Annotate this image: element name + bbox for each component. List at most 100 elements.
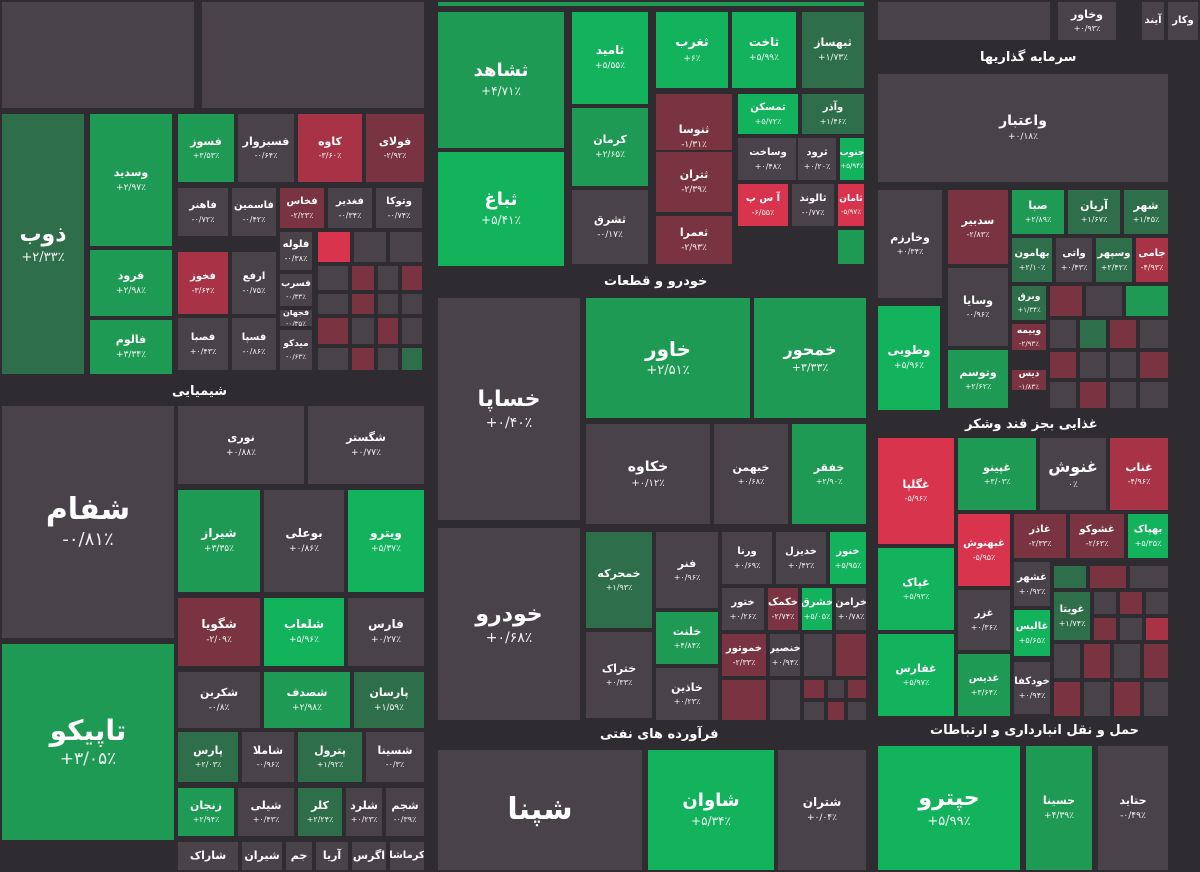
treemap-cell[interactable]: خاذین +۰/۲۳٪ — [654, 666, 720, 722]
treemap-cell[interactable]: ثعمرا -۲/۹۳٪ — [654, 214, 734, 266]
treemap-cell[interactable]: وخاور +۰/۹۳٪ — [1056, 0, 1118, 42]
treemap-cell-unlabeled[interactable] — [1108, 318, 1138, 350]
treemap-cell-unlabeled[interactable] — [1092, 590, 1118, 616]
treemap-cell[interactable]: فالوم +۳/۳۴٪ — [88, 318, 174, 376]
treemap-cell-unlabeled[interactable] — [1082, 642, 1112, 680]
treemap-cell[interactable]: نوری +۰/۸۸٪ — [176, 404, 306, 486]
treemap-cell[interactable]: خاور +۲/۵۱٪ — [584, 296, 752, 420]
treemap-cell[interactable]: حتاید -۰/۴۹٪ — [1096, 744, 1170, 872]
treemap-cell[interactable]: آریا — [314, 840, 350, 872]
treemap-cell-unlabeled[interactable] — [1052, 642, 1082, 680]
treemap-cell[interactable]: خمحور +۳/۳۳٪ — [752, 296, 868, 420]
treemap-cell[interactable]: ثباغ +۵/۴۱٪ — [436, 150, 566, 268]
treemap-cell[interactable]: وسایا -۰/۹۶٪ — [946, 266, 1010, 348]
treemap-cell[interactable]: وسپهر +۲/۴۲٪ — [1094, 236, 1134, 284]
treemap-cell[interactable]: فرود +۲/۹۸٪ — [88, 248, 174, 318]
treemap-cell-unlabeled[interactable] — [846, 678, 868, 700]
treemap-cell[interactable]: خکمک -۲/۷۴٪ — [766, 586, 800, 632]
treemap-cell[interactable]: فاسمین -۰/۴۲٪ — [230, 186, 278, 238]
treemap-cell[interactable]: وتوکا -۰/۷۴٪ — [374, 186, 424, 230]
treemap-cell[interactable]: واعتبار +۰/۱۸٪ — [876, 72, 1170, 184]
treemap-cell[interactable]: شفام -۰/۸۱٪ — [0, 404, 176, 640]
treemap-cell[interactable]: شاوان +۵/۳۴٪ — [646, 748, 776, 872]
treemap-cell[interactable]: کلر +۲/۲۴٪ — [296, 786, 344, 838]
treemap-cell[interactable]: ختور +۰/۲۶٪ — [720, 586, 766, 632]
treemap-cell[interactable]: فغدیر -۰/۳۴٪ — [326, 186, 374, 230]
treemap-cell[interactable]: فخاس -۲/۲۳٪ — [278, 186, 326, 230]
treemap-cell-unlabeled[interactable] — [352, 230, 388, 264]
treemap-cell-unlabeled[interactable] — [1128, 564, 1170, 590]
treemap-cell-unlabeled[interactable] — [826, 700, 846, 722]
treemap-cell-unlabeled[interactable] — [836, 228, 866, 266]
treemap-cell[interactable]: شگستر +۰/۷۷٪ — [306, 404, 426, 486]
treemap-cell[interactable]: تمسکن +۵/۷۲٪ — [736, 92, 800, 136]
treemap-cell-unlabeled[interactable] — [1108, 350, 1138, 380]
treemap-cell[interactable]: شصدف +۲/۹۸٪ — [262, 670, 352, 730]
treemap-cell[interactable]: شیلی +۰/۴۳٪ — [236, 786, 296, 838]
treemap-cell[interactable]: حپترو +۵/۹۹٪ — [876, 744, 1022, 872]
treemap-cell-unlabeled[interactable] — [1078, 380, 1108, 410]
treemap-cell[interactable]: شاراک — [176, 840, 240, 872]
treemap-cell-unlabeled[interactable] — [826, 678, 846, 700]
treemap-cell[interactable]: شیران — [240, 840, 284, 872]
treemap-cell[interactable]: وآذر +۱/۴۶٪ — [800, 92, 866, 136]
treemap-cell[interactable]: فسپا -۰/۸۶٪ — [230, 316, 278, 372]
treemap-cell[interactable]: ذوب +۲/۳۳٪ — [0, 112, 86, 376]
treemap-cell[interactable]: وطوبی +۵/۹۶٪ — [876, 304, 942, 412]
treemap-cell[interactable]: ثامان -۵/۹۷٪ — [836, 182, 866, 228]
treemap-cell[interactable]: شاملا -۰/۹۶٪ — [240, 730, 296, 784]
treemap-cell[interactable]: ثشرق -۰/۱۷٪ — [570, 188, 650, 266]
treemap-cell[interactable]: شلرد +۰/۲۳٪ — [344, 786, 384, 838]
treemap-cell[interactable]: تاپیکو +۳/۰۵٪ — [0, 642, 176, 842]
treemap-cell[interactable]: غشوکو -۲/۶۳٪ — [1068, 512, 1126, 560]
treemap-cell-unlabeled[interactable] — [1078, 318, 1108, 350]
treemap-cell[interactable]: شگویا -۲/۰۹٪ — [176, 596, 262, 668]
treemap-cell-unlabeled[interactable] — [400, 346, 424, 372]
treemap-cell[interactable]: وسدید +۲/۹۷٪ — [88, 112, 174, 248]
treemap-cell[interactable]: شتران +۰/۰۴٪ — [776, 748, 868, 872]
treemap-cell-unlabeled[interactable] — [1138, 380, 1170, 410]
treemap-cell[interactable]: غاذر -۲/۳۳٪ — [1012, 512, 1068, 560]
treemap-cell-unlabeled[interactable] — [1078, 350, 1108, 380]
treemap-cell-unlabeled[interactable] — [400, 292, 424, 316]
treemap-cell[interactable]: ثشاهد +۴/۷۱٪ — [436, 10, 566, 150]
treemap-cell[interactable]: شهر +۱/۴۵٪ — [1122, 188, 1170, 236]
treemap-cell[interactable]: وکار — [1166, 0, 1200, 42]
treemap-cell[interactable]: غالبس +۵/۶۵٪ — [1012, 608, 1052, 658]
treemap-cell-unlabeled[interactable] — [200, 0, 426, 110]
treemap-cell-unlabeled[interactable] — [316, 316, 350, 346]
treemap-cell-unlabeled[interactable] — [876, 0, 1052, 42]
treemap-cell-unlabeled[interactable] — [316, 346, 350, 372]
treemap-cell[interactable]: سدبیر -۲/۸۳٪ — [946, 188, 1010, 266]
treemap-cell[interactable]: خرامن +۰/۷۸٪ — [834, 586, 868, 632]
treemap-cell-unlabeled[interactable] — [376, 264, 400, 292]
treemap-cell[interactable]: غگلپا -۵/۹۶٪ — [876, 436, 956, 546]
treemap-cell-unlabeled[interactable] — [388, 230, 424, 264]
treemap-cell[interactable]: دیس -۱/۸۳٪ — [1010, 368, 1048, 392]
treemap-cell[interactable]: شپنا — [436, 748, 644, 872]
treemap-cell-unlabeled[interactable] — [316, 230, 352, 264]
treemap-cell[interactable]: شسینا -۰/۳٪ — [364, 730, 426, 784]
treemap-cell[interactable]: وبرق +۱/۳۴٪ — [1010, 284, 1048, 322]
treemap-cell[interactable]: فنر +۰/۹۶٪ — [654, 530, 720, 610]
treemap-cell[interactable]: ورنا +۰/۶۹٪ — [720, 530, 774, 586]
treemap-cell[interactable]: خدیزل +۰/۴۲٪ — [774, 530, 828, 586]
treemap-cell[interactable]: وتوسم +۲/۶۲٪ — [946, 348, 1010, 410]
treemap-cell[interactable]: غپینو +۳/۰۳٪ — [956, 436, 1038, 512]
treemap-cell[interactable]: ثتران -۲/۳۹٪ — [654, 150, 734, 214]
treemap-cell[interactable]: شجم -۰/۳۹٪ — [384, 786, 426, 838]
treemap-cell[interactable]: وساخت +۰/۴۸٪ — [736, 136, 800, 182]
treemap-cell[interactable]: صبا +۲/۸۹٪ — [1010, 188, 1066, 236]
treemap-cell-unlabeled[interactable] — [1138, 318, 1170, 350]
treemap-cell-unlabeled[interactable] — [1138, 350, 1170, 380]
treemap-cell[interactable]: ویترو +۵/۳۷٪ — [346, 488, 426, 594]
treemap-cell[interactable]: خبهمن +۰/۶۸٪ — [712, 422, 790, 526]
treemap-cell[interactable]: خلنت +۴/۸۴٪ — [654, 610, 720, 666]
treemap-cell-unlabeled[interactable] — [1088, 564, 1128, 590]
treemap-cell[interactable]: کرمان +۲/۶۵٪ — [570, 106, 650, 188]
treemap-cell[interactable]: کرماشا — [388, 840, 426, 872]
treemap-cell-unlabeled[interactable] — [1108, 380, 1138, 410]
treemap-cell[interactable]: اگرس — [350, 840, 388, 872]
treemap-cell[interactable]: جامی -۴/۹۳٪ — [1134, 236, 1170, 284]
treemap-cell[interactable]: فسرب -۰/۳۳٪ — [278, 272, 314, 308]
